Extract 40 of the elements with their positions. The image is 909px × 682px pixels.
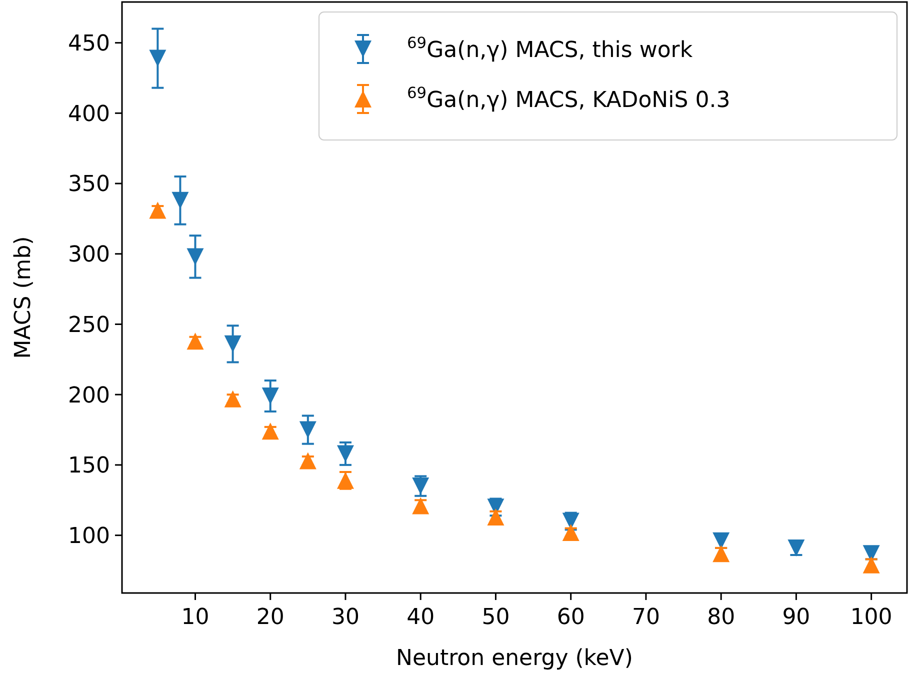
point	[262, 422, 279, 440]
point	[788, 539, 805, 556]
x-tick-label: 90	[782, 605, 810, 630]
point	[862, 556, 880, 574]
point	[172, 192, 189, 209]
point	[412, 497, 430, 514]
point	[562, 524, 580, 541]
point	[186, 248, 204, 266]
point	[149, 202, 166, 219]
x-tick-label: 50	[482, 605, 510, 630]
point	[712, 545, 730, 562]
y-tick-label: 450	[68, 32, 110, 57]
x-tick-label: 10	[181, 605, 210, 630]
y-tick-label: 100	[68, 524, 110, 550]
x-tick-label: 80	[707, 605, 736, 630]
point	[224, 335, 242, 352]
point	[186, 332, 204, 350]
y-tick-label: 350	[68, 172, 110, 198]
x-tick-label: 20	[256, 605, 284, 630]
y-tick-label: 250	[68, 312, 110, 338]
y-tick-label: 200	[68, 383, 110, 408]
point	[487, 508, 504, 526]
x-tick-label: 30	[331, 605, 360, 630]
y-tick-label: 150	[68, 454, 110, 479]
point	[299, 452, 316, 470]
y-tick-label: 400	[68, 102, 110, 127]
point	[336, 445, 354, 462]
x-tick-label: 60	[556, 605, 585, 630]
x-tick-label: 100	[850, 605, 892, 630]
x-tick-label: 70	[632, 605, 660, 630]
x-axis-title: Neutron energy (keV)	[396, 646, 633, 671]
legend-label: $^{69}$Ga(n,γ) MACS, KADoNiS 0.3	[407, 84, 730, 113]
y-tick-label: 300	[68, 242, 110, 268]
point	[224, 390, 242, 408]
y-axis-title: MACS (mb)	[11, 236, 36, 359]
point	[262, 388, 279, 404]
point	[149, 50, 166, 67]
legend-label: $^{69}$Ga(n,γ) MACS, this work	[407, 34, 693, 63]
point	[299, 421, 316, 438]
x-tick-label: 40	[406, 605, 435, 630]
